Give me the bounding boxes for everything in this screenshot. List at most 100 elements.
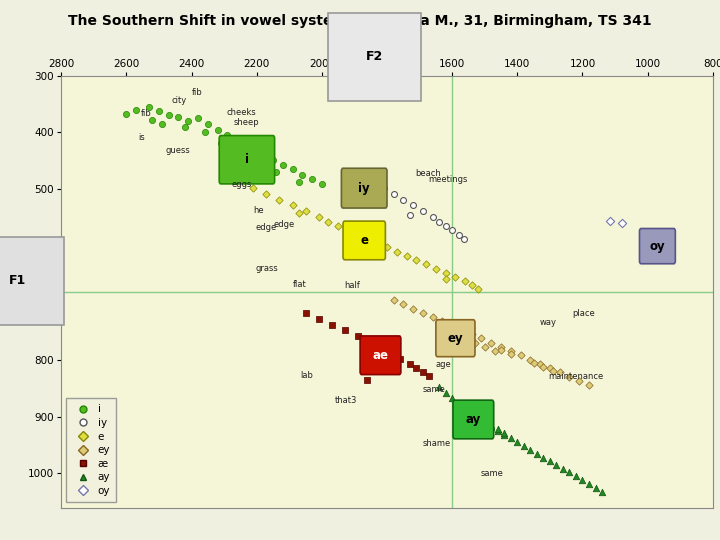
Point	[440, 222, 451, 231]
Point	[420, 260, 432, 268]
Point	[466, 409, 477, 418]
Text: ae: ae	[372, 349, 389, 362]
Point	[404, 211, 415, 219]
Point	[251, 158, 263, 166]
FancyBboxPatch shape	[360, 336, 401, 375]
Point	[525, 355, 536, 364]
Point	[596, 488, 608, 496]
Point	[590, 483, 601, 492]
Text: same: same	[422, 385, 445, 394]
Point	[583, 381, 595, 390]
Point	[202, 119, 214, 128]
Point	[472, 285, 484, 293]
Point	[410, 256, 422, 265]
Point	[417, 309, 428, 318]
Point	[293, 178, 305, 187]
Text: oy: oy	[649, 240, 665, 253]
FancyBboxPatch shape	[453, 400, 494, 439]
Point	[235, 148, 246, 157]
Text: fib: fib	[192, 88, 203, 97]
Point	[384, 349, 396, 357]
Point	[485, 339, 497, 347]
Point	[352, 231, 364, 239]
Point	[440, 269, 451, 278]
Point	[479, 343, 490, 352]
Text: maintenance: maintenance	[548, 373, 603, 381]
Point	[495, 345, 507, 354]
Text: flat: flat	[292, 280, 306, 289]
Text: is: is	[138, 132, 145, 141]
Text: The Southern Shift in vowel system of Thelma M., 31, Birmingham, TS 341: The Southern Shift in vowel system of Th…	[68, 14, 652, 28]
Point	[212, 125, 223, 134]
Point	[395, 354, 406, 363]
Point	[364, 345, 375, 354]
Point	[261, 190, 272, 198]
FancyBboxPatch shape	[639, 228, 675, 264]
Point	[458, 235, 469, 244]
Point	[505, 350, 516, 359]
Text: sheep: sheep	[234, 118, 259, 127]
Point	[143, 103, 155, 111]
Point	[326, 320, 338, 329]
Point	[365, 338, 377, 346]
Point	[372, 239, 383, 248]
Point	[427, 313, 438, 321]
Point	[417, 368, 428, 376]
Point	[323, 218, 334, 227]
Point	[300, 207, 311, 215]
Point	[417, 207, 428, 215]
Point	[182, 117, 194, 125]
FancyBboxPatch shape	[436, 320, 475, 357]
FancyBboxPatch shape	[219, 136, 274, 184]
Point	[430, 265, 441, 273]
Legend: i, iy, e, ey, æ, ay, oy: i, iy, e, ey, æ, ay, oy	[66, 398, 117, 502]
Point	[512, 438, 523, 447]
Point	[397, 195, 409, 204]
Text: edge: edge	[274, 220, 295, 229]
Point	[450, 273, 462, 282]
Point	[333, 222, 344, 231]
Point	[505, 434, 516, 443]
Point	[352, 332, 364, 340]
Point	[361, 375, 373, 384]
Point	[300, 309, 311, 318]
Point	[440, 275, 451, 284]
Text: guess: guess	[166, 146, 190, 155]
Point	[554, 368, 565, 376]
Point	[374, 343, 386, 352]
Point	[573, 377, 585, 386]
Text: shame: shame	[422, 439, 451, 448]
Text: eggs: eggs	[231, 180, 252, 190]
Text: e: e	[360, 234, 368, 247]
Point	[173, 112, 184, 121]
Point	[404, 360, 415, 369]
Text: lab: lab	[301, 372, 313, 380]
Point	[485, 423, 497, 431]
Point	[378, 184, 390, 192]
Point	[479, 417, 490, 426]
Point	[446, 321, 458, 330]
Point	[408, 305, 419, 313]
Point	[361, 235, 373, 244]
Point	[427, 212, 438, 221]
Point	[492, 425, 503, 434]
Point	[616, 219, 627, 228]
Point	[440, 388, 451, 397]
Text: beach: beach	[415, 169, 441, 178]
Text: iy: iy	[359, 181, 370, 194]
Text: i: i	[245, 153, 249, 166]
Point	[248, 144, 259, 153]
Text: fib: fib	[141, 109, 152, 118]
Point	[498, 428, 510, 437]
FancyBboxPatch shape	[343, 221, 385, 260]
Point	[538, 362, 549, 371]
Text: edge: edge	[255, 224, 276, 233]
Text: place: place	[572, 309, 595, 318]
Point	[453, 231, 464, 239]
Point	[258, 151, 269, 159]
Text: he: he	[253, 206, 264, 215]
Point	[564, 468, 575, 477]
Point	[538, 453, 549, 462]
Point	[215, 138, 227, 147]
Point	[433, 218, 445, 227]
